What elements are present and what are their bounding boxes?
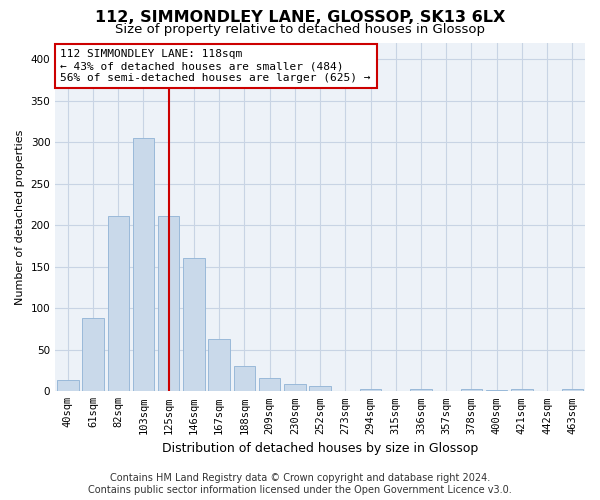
Bar: [284, 384, 305, 392]
Bar: [562, 389, 583, 392]
Bar: [360, 389, 381, 392]
Text: Contains HM Land Registry data © Crown copyright and database right 2024.
Contai: Contains HM Land Registry data © Crown c…: [88, 474, 512, 495]
Bar: [107, 216, 129, 392]
Bar: [259, 378, 280, 392]
Bar: [486, 390, 508, 392]
Text: 112 SIMMONDLEY LANE: 118sqm
← 43% of detached houses are smaller (484)
56% of se: 112 SIMMONDLEY LANE: 118sqm ← 43% of det…: [61, 50, 371, 82]
Bar: [310, 386, 331, 392]
Bar: [82, 318, 104, 392]
Bar: [410, 389, 432, 392]
Bar: [158, 216, 179, 392]
Bar: [233, 366, 255, 392]
Text: Size of property relative to detached houses in Glossop: Size of property relative to detached ho…: [115, 22, 485, 36]
X-axis label: Distribution of detached houses by size in Glossop: Distribution of detached houses by size …: [162, 442, 478, 455]
Bar: [57, 380, 79, 392]
Y-axis label: Number of detached properties: Number of detached properties: [15, 129, 25, 304]
Bar: [183, 258, 205, 392]
Bar: [511, 389, 533, 392]
Bar: [133, 138, 154, 392]
Bar: [208, 339, 230, 392]
Text: 112, SIMMONDLEY LANE, GLOSSOP, SK13 6LX: 112, SIMMONDLEY LANE, GLOSSOP, SK13 6LX: [95, 10, 505, 25]
Bar: [461, 389, 482, 392]
